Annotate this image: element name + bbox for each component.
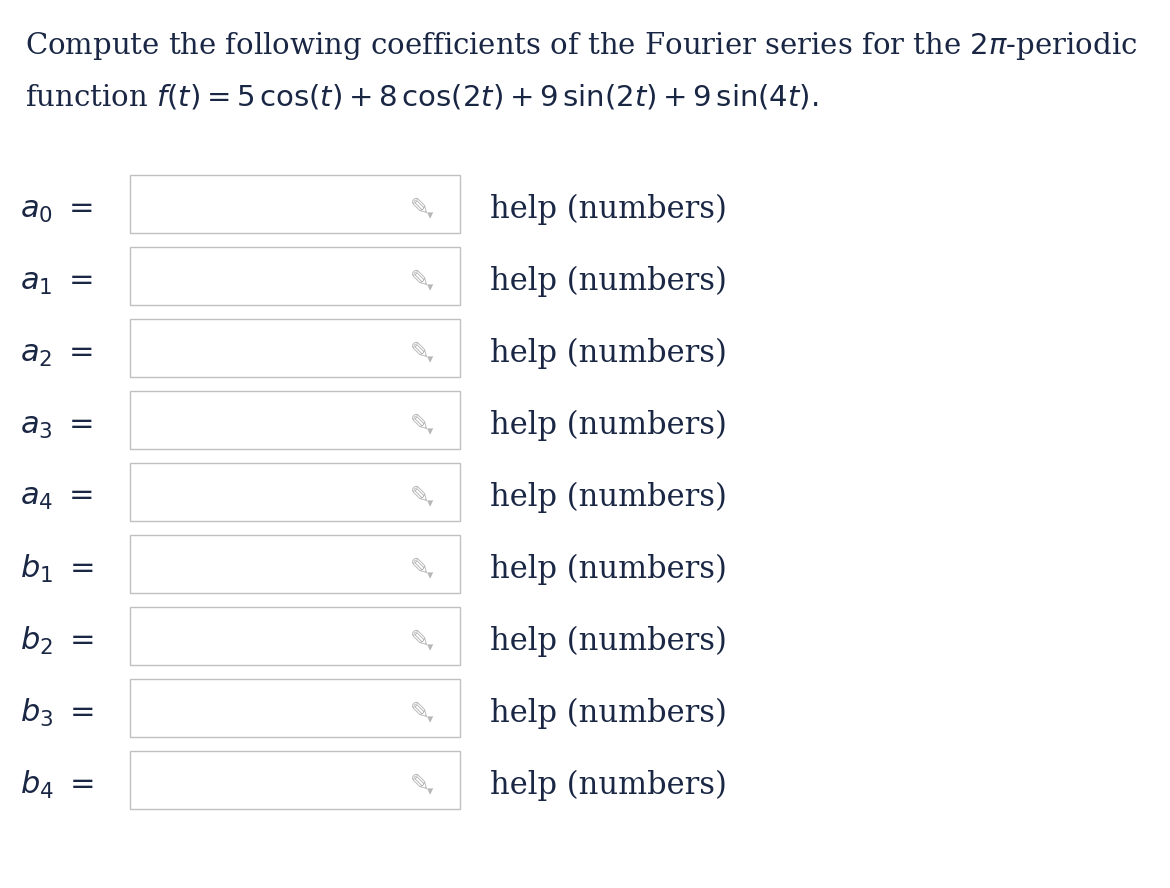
Text: ✎: ✎ [411,700,429,724]
Text: help (numbers): help (numbers) [490,553,727,584]
Text: help (numbers): help (numbers) [490,337,727,369]
Text: help (numbers): help (numbers) [490,409,727,440]
Text: $\mathit{a}_{1}$ $=$: $\mathit{a}_{1}$ $=$ [20,266,94,297]
Bar [130,751,460,809]
Text: ▾: ▾ [427,210,433,223]
Bar [130,319,460,377]
Text: $\mathit{b}_{1}$ $=$: $\mathit{b}_{1}$ $=$ [20,553,94,585]
Text: ✎: ✎ [411,556,429,580]
Text: ▾: ▾ [427,713,433,726]
Text: $\mathit{b}_{3}$ $=$: $\mathit{b}_{3}$ $=$ [20,697,94,729]
Text: ✎: ✎ [411,196,429,220]
Text: help (numbers): help (numbers) [490,769,727,801]
Text: ▾: ▾ [427,281,433,295]
Text: ✎: ✎ [411,484,429,508]
Text: $\mathit{b}_{2}$ $=$: $\mathit{b}_{2}$ $=$ [20,625,94,657]
Text: ✎: ✎ [411,412,429,436]
Bar [130,247,460,305]
Text: ▾: ▾ [427,353,433,367]
Text: ✎: ✎ [411,772,429,796]
Bar [130,463,460,521]
Bar [130,607,460,665]
Bar [130,391,460,449]
Text: help (numbers): help (numbers) [490,625,727,656]
Text: $\mathit{b}_{4}$ $=$: $\mathit{b}_{4}$ $=$ [20,769,94,801]
Bar [130,535,460,593]
Text: help (numbers): help (numbers) [490,481,727,512]
Text: ▾: ▾ [427,786,433,798]
Text: Compute the following coefficients of the Fourier series for the $2\pi$-periodic: Compute the following coefficients of th… [25,30,1137,62]
Text: $\mathit{a}_{3}$ $=$: $\mathit{a}_{3}$ $=$ [20,409,94,440]
Text: $\mathit{a}_{0}$ $=$: $\mathit{a}_{0}$ $=$ [20,194,94,225]
Bar [130,175,460,233]
Text: ▾: ▾ [427,425,433,439]
Text: ✎: ✎ [411,268,429,292]
Bar [130,679,460,737]
Text: ✎: ✎ [411,628,429,652]
Text: $\mathit{a}_{4}$ $=$: $\mathit{a}_{4}$ $=$ [20,481,94,512]
Text: function $f(t) = 5\,\cos(t) + 8\,\cos(2t) + 9\,\sin(2t) + 9\,\sin(4t).$: function $f(t) = 5\,\cos(t) + 8\,\cos(2t… [25,82,818,111]
Text: ▾: ▾ [427,569,433,583]
Text: help (numbers): help (numbers) [490,266,727,297]
Text: ▾: ▾ [427,497,433,511]
Text: ▾: ▾ [427,641,433,654]
Text: help (numbers): help (numbers) [490,697,727,729]
Text: help (numbers): help (numbers) [490,194,727,225]
Text: ✎: ✎ [411,340,429,364]
Text: $\mathit{a}_{2}$ $=$: $\mathit{a}_{2}$ $=$ [20,337,94,369]
